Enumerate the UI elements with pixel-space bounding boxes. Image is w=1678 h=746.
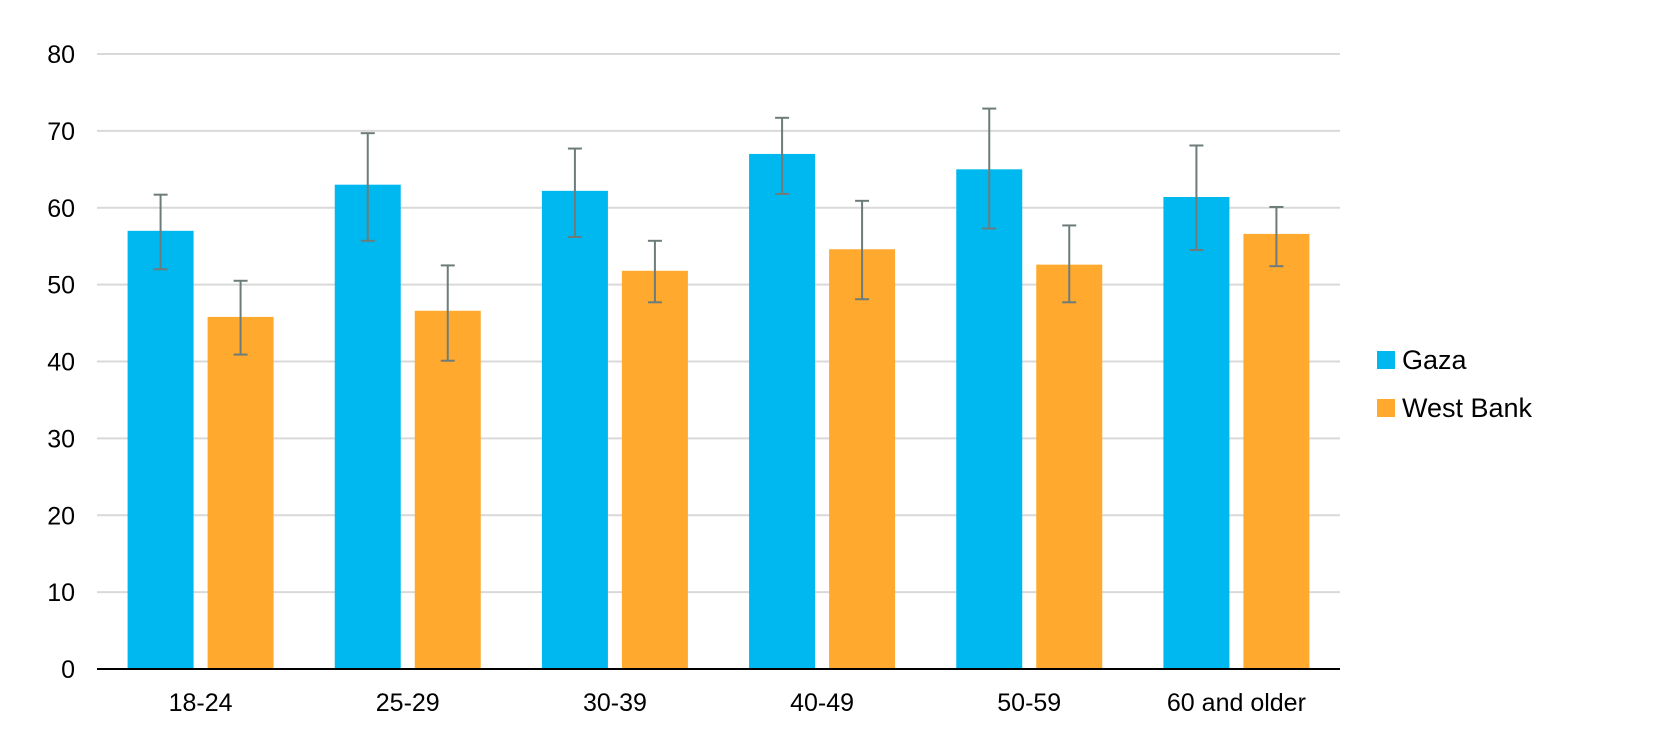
error-bar-west-bank <box>855 199 870 301</box>
error-bar-gaza <box>982 107 997 230</box>
error-bar-gaza <box>567 147 582 238</box>
y-tick-label: 80 <box>47 41 75 69</box>
y-tick-label: 60 <box>47 195 75 223</box>
error-bar-gaza <box>153 193 168 271</box>
x-tick-label: 18-24 <box>169 689 233 717</box>
bar-gaza <box>749 153 816 669</box>
error-bar-west-bank <box>233 279 248 356</box>
legend-swatch-west-bank <box>1377 399 1395 417</box>
legend-swatch-gaza <box>1377 351 1395 369</box>
bar-gaza <box>1163 196 1230 670</box>
legend-label-gaza: Gaza <box>1402 344 1467 375</box>
legend-item-gaza: Gaza <box>1377 336 1532 384</box>
bar-west-bank <box>829 249 896 669</box>
bar-west-bank <box>414 310 481 669</box>
error-bar-west-bank <box>440 264 455 362</box>
legend: Gaza West Bank <box>1377 336 1532 432</box>
error-bar-west-bank <box>1062 224 1077 304</box>
bar-west-bank <box>1243 233 1310 669</box>
error-bar-gaza <box>360 132 375 242</box>
error-bar-west-bank <box>1269 205 1284 268</box>
bar-gaza <box>334 184 401 669</box>
error-bars <box>153 107 1284 362</box>
error-bar-gaza <box>775 116 790 195</box>
x-tick-label: 60 and older <box>1167 689 1306 717</box>
y-tick-label: 30 <box>47 425 75 453</box>
y-tick-label: 50 <box>47 272 75 300</box>
error-bar-west-bank <box>647 239 662 304</box>
x-axis-tick-labels: 18-24 25-29 30-39 40-49 50-59 60 and older <box>169 689 1306 717</box>
legend-label-west-bank: West Bank <box>1402 392 1533 423</box>
x-tick-label: 25-29 <box>376 689 440 717</box>
bars <box>127 153 1310 670</box>
y-tick-label: 10 <box>47 579 75 607</box>
bar-west-bank <box>1036 264 1103 669</box>
bar-gaza <box>541 190 608 669</box>
x-tick-label: 30-39 <box>583 689 647 717</box>
x-tick-label: 50-59 <box>997 689 1061 717</box>
y-axis-tick-labels: 0 10 20 30 40 50 60 70 80 <box>47 41 75 684</box>
bar-west-bank <box>621 270 688 669</box>
bar-gaza <box>127 230 194 669</box>
y-tick-label: 40 <box>47 349 75 377</box>
bar-gaza <box>956 169 1023 669</box>
y-tick-label: 0 <box>61 656 75 684</box>
y-tick-label: 70 <box>47 118 75 146</box>
error-bar-gaza <box>1189 144 1204 252</box>
x-tick-label: 40-49 <box>790 689 854 717</box>
bar-west-bank <box>207 316 274 669</box>
grid-lines <box>97 53 1340 594</box>
legend-item-west-bank: West Bank <box>1377 384 1532 432</box>
y-tick-label: 20 <box>47 502 75 530</box>
